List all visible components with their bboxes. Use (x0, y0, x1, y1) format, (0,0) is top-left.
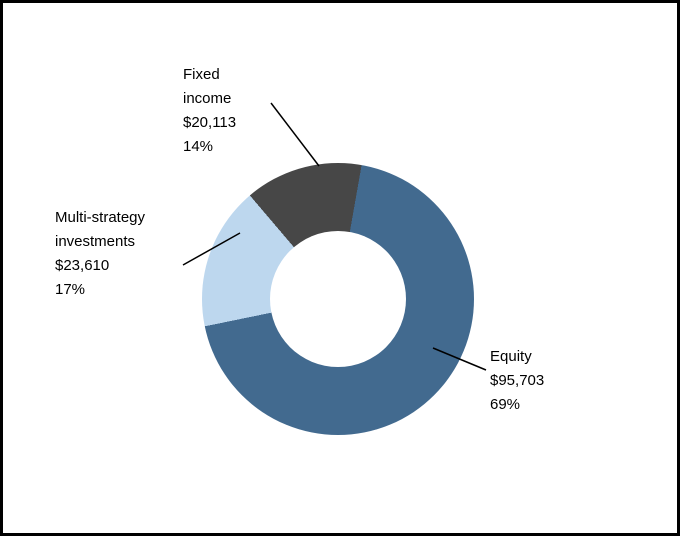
donut-chart (202, 163, 474, 435)
fixed-income-name: Fixed income (183, 66, 232, 107)
equity-percent: 69% (490, 396, 521, 413)
donut-hole (270, 231, 406, 367)
equity-value: $95,703 (490, 372, 545, 389)
fixed-income-percent: 14% (183, 138, 214, 155)
label-multi-strategy: Multi-strategy investments $23,610 17% (55, 206, 151, 302)
multi-strategy-percent: 17% (55, 281, 86, 298)
label-equity: Equity $95,703 69% (490, 345, 600, 417)
fixed-income-value: $20,113 (183, 114, 237, 131)
label-fixed-income: Fixed income $20,113 14% (183, 63, 253, 159)
leader-line-fixed-income (270, 102, 320, 167)
multi-strategy-name: Multi-strategy investments (55, 209, 146, 250)
multi-strategy-value: $23,610 (55, 257, 110, 274)
equity-name: Equity (490, 348, 532, 365)
